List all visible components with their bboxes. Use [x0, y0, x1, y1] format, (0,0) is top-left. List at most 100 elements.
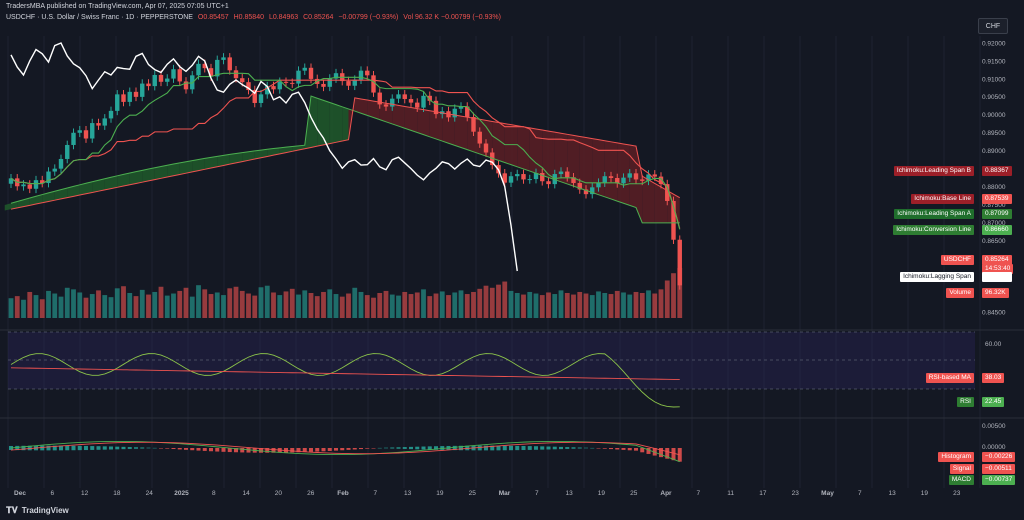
volume-bar — [664, 280, 670, 318]
macd-histogram-bar — [502, 445, 507, 451]
cloud-segment — [29, 196, 36, 206]
volume-bar — [321, 291, 326, 318]
volume-bar — [639, 293, 645, 318]
volume-bar — [527, 291, 533, 318]
time-tick: Feb — [337, 490, 349, 497]
macd-histogram-bar — [65, 445, 70, 451]
volume-bar — [377, 293, 383, 318]
time-tick: 24 — [146, 490, 154, 497]
volume-bar — [633, 291, 639, 318]
volume-bar — [596, 291, 601, 318]
macd-histogram-bar — [340, 448, 345, 451]
candle-body — [258, 94, 264, 103]
volume-info: Vol 96.32 K −0.00799 (−0.93%) — [403, 14, 501, 21]
candle-body — [433, 100, 439, 115]
volume-bar — [108, 297, 114, 318]
volume-bar — [477, 288, 483, 318]
cloud-segment — [542, 130, 549, 178]
cloud-segment — [623, 143, 630, 206]
currency-button[interactable]: CHF — [978, 18, 1008, 34]
base-line — [10, 79, 681, 229]
volume-bar — [39, 299, 45, 318]
grid-lines — [7, 36, 981, 488]
candle-body — [33, 180, 39, 189]
macd-histogram-bar — [415, 446, 420, 450]
volume-bar — [408, 294, 414, 318]
cloud-segment — [573, 135, 580, 189]
cloud-segment — [417, 108, 424, 135]
volume-bar — [264, 285, 270, 318]
value-last: 0.85264 — [982, 255, 1012, 265]
candle-body — [290, 82, 295, 84]
candle-body — [596, 182, 601, 188]
macd-histogram-bar — [184, 448, 188, 450]
volume-bar — [308, 293, 314, 318]
candle-body — [152, 74, 157, 87]
volume-bar — [564, 293, 570, 318]
candle-body — [277, 81, 282, 90]
macd-histogram-bar — [152, 447, 157, 449]
candle-body — [371, 75, 376, 93]
candle-body — [308, 67, 314, 79]
macd-histogram-bar — [615, 448, 620, 450]
candle-body — [565, 171, 570, 178]
volume-bar — [183, 287, 189, 318]
time-tick: 11 — [727, 490, 734, 497]
macd-histogram-bar — [27, 445, 32, 451]
ohlc-low: L0.84963 — [268, 14, 299, 21]
macd-histogram-bar — [627, 448, 632, 451]
macd-histogram-bar — [90, 446, 95, 450]
candle-body — [21, 184, 26, 187]
candle-body — [183, 81, 189, 90]
volume-bar — [589, 295, 595, 318]
price-axis: 0.92000 0.91500 0.91000 0.90500 0.90000 0.895… — [982, 40, 1006, 451]
macd-histogram-bar — [96, 446, 101, 450]
candle-body — [71, 132, 76, 145]
label-span_b: Ichimoku:Leading Span B — [893, 166, 974, 176]
label-hist: Histogram — [938, 452, 974, 462]
value-lagging: 0.85264 — [982, 272, 1012, 282]
cloud-segment — [523, 126, 530, 172]
footer-logo: 𝐓𝐕 TradingView — [6, 505, 69, 516]
cloud-segment — [204, 157, 211, 170]
time-tick: 13 — [404, 490, 412, 497]
candle-body — [96, 123, 101, 126]
macd-signal-line — [10, 441, 680, 456]
volume-bar — [152, 291, 158, 318]
macd-histogram-bar — [484, 445, 488, 451]
macd-histogram-bar — [327, 448, 332, 451]
macd-histogram-bar — [396, 447, 401, 449]
macd-histogram-bar — [221, 448, 226, 452]
price-tick: 0.88000 — [982, 184, 1006, 191]
candle-body — [296, 70, 301, 84]
label-conv: Ichimoku:Conversion Line — [893, 225, 974, 235]
candle-body — [665, 184, 670, 201]
volume-bar — [333, 294, 339, 318]
macd-histogram-bar — [146, 447, 151, 449]
macd-histogram-bar — [165, 448, 170, 449]
time-tick: 26 — [307, 490, 315, 497]
cloud-segment — [86, 181, 93, 194]
time-tick: 13 — [565, 490, 573, 497]
candle-body — [246, 82, 251, 91]
price-tick: 0.84500 — [982, 310, 1006, 317]
macd-histogram-bar — [309, 448, 313, 452]
macd-histogram-bar — [371, 448, 376, 449]
cloud-segment — [579, 136, 586, 191]
cloud-segment — [179, 161, 186, 175]
candle-body — [377, 92, 382, 105]
publisher-line: TradersMBA published on TradingView.com,… — [6, 3, 229, 10]
volume-bar — [71, 289, 76, 318]
cloud-segment — [392, 104, 399, 127]
volume-bar — [121, 286, 126, 318]
ohlc-close: C0.85264 — [303, 14, 334, 21]
macd-histogram-bar — [246, 448, 251, 453]
cloud-segment — [111, 175, 118, 189]
macd-histogram-bar — [609, 448, 613, 450]
cloud-segment — [223, 154, 230, 166]
macd-histogram-bar — [234, 448, 238, 453]
volume-bar — [233, 286, 239, 318]
candle-body — [102, 118, 107, 126]
macd-histogram-bar — [515, 445, 520, 451]
